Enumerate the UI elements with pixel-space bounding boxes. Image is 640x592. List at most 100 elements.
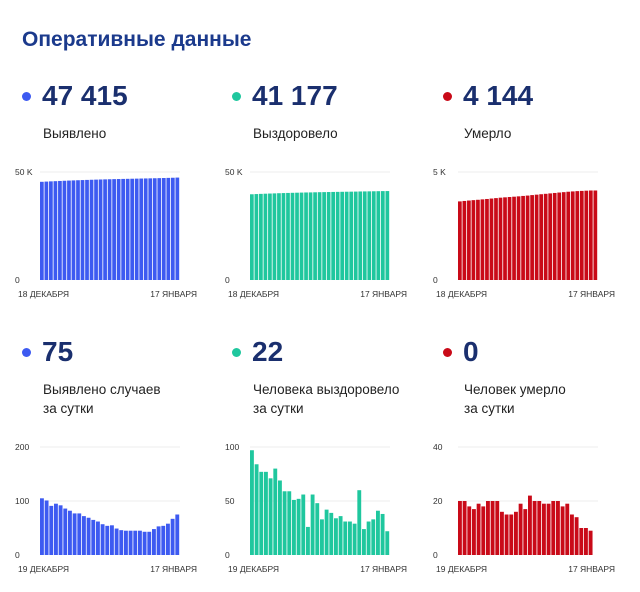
bar: [89, 179, 94, 280]
bar: [340, 191, 345, 280]
bar-chart-5: 0 50 100 19 ДЕКАБРЯ 17 ЯНВАРЯ: [225, 442, 407, 574]
bar: [250, 450, 254, 555]
bar: [94, 179, 98, 280]
bar: [485, 198, 489, 280]
bar: [509, 514, 514, 555]
bar: [138, 530, 142, 555]
bar: [348, 521, 352, 555]
bar: [268, 478, 273, 555]
bar: [371, 191, 376, 280]
bar: [353, 191, 358, 280]
bar: [561, 192, 566, 280]
bar: [44, 181, 49, 280]
bar: [458, 201, 462, 280]
bar: [116, 179, 121, 280]
bar: [525, 195, 530, 280]
bar-chart-2: 0 50 K 18 ДЕКАБРЯ 17 ЯНВАРЯ: [225, 167, 407, 299]
bar: [362, 529, 366, 555]
bar: [556, 501, 560, 555]
y-tick-label: 0: [433, 550, 438, 560]
bar: [349, 191, 354, 280]
bar: [40, 498, 44, 555]
y-tick-label: 50 K: [15, 167, 33, 177]
y-tick-label: 5 K: [433, 167, 446, 177]
x-end-label: 17 ЯНВАРЯ: [360, 564, 407, 574]
bar: [296, 498, 301, 555]
bar: [121, 178, 126, 280]
y-tick-label: 50: [225, 496, 235, 506]
y-tick-label: 0: [433, 275, 438, 285]
bar: [358, 191, 363, 280]
bar: [579, 190, 584, 280]
stat-value: 0: [463, 336, 479, 367]
stat-value: 75: [42, 336, 74, 367]
bar: [322, 192, 326, 280]
bar: [534, 194, 539, 280]
bar: [166, 523, 170, 555]
bar: [286, 192, 290, 280]
bar: [125, 178, 130, 280]
bar: [495, 501, 500, 555]
bar: [308, 192, 313, 280]
bar: [254, 464, 259, 555]
y-tick-label: 20: [433, 496, 443, 506]
bar: [277, 193, 281, 280]
bar-chart-1: 0 50 K 18 ДЕКАБРЯ 17 ЯНВАРЯ: [15, 167, 197, 299]
bar: [458, 501, 462, 555]
bar: [310, 494, 315, 555]
bar: [96, 521, 100, 555]
bullet-dot-icon: [22, 92, 31, 101]
bar: [481, 506, 486, 555]
bullet-dot-icon: [443, 92, 452, 101]
bar: [518, 503, 523, 555]
bar: [467, 506, 472, 555]
bar: [543, 193, 548, 280]
bar: [376, 191, 381, 280]
bar: [76, 180, 80, 280]
stat-label: Человека выздоровело: [253, 382, 400, 397]
bar: [523, 509, 528, 555]
bar: [521, 195, 525, 280]
bar: [376, 510, 380, 555]
bar: [58, 180, 62, 280]
bar: [489, 198, 494, 280]
bar: [574, 517, 579, 555]
bar: [385, 531, 390, 555]
bar: [575, 191, 580, 280]
x-end-label: 17 ЯНВАРЯ: [568, 289, 615, 299]
bar: [49, 505, 54, 555]
bar: [476, 503, 481, 555]
bar: [152, 178, 157, 280]
bar: [588, 530, 593, 555]
bar: [380, 513, 385, 555]
bar: [107, 179, 112, 280]
bar: [546, 503, 551, 555]
bar: [259, 193, 263, 280]
y-tick-label: 200: [15, 442, 29, 452]
stat-label: Выздоровело: [253, 126, 338, 141]
bar: [142, 531, 147, 555]
page-title: Оперативные данные: [22, 28, 252, 51]
bar: [542, 503, 546, 555]
y-tick-label: 50 K: [225, 167, 243, 177]
bar: [494, 198, 498, 280]
bar: [579, 528, 584, 555]
stat-label-line2: за сутки: [253, 401, 304, 416]
bar: [462, 501, 467, 555]
bar: [53, 181, 58, 280]
bar: [292, 499, 296, 555]
bar: [512, 196, 516, 280]
bar: [486, 501, 490, 555]
bar: [250, 194, 254, 280]
bar: [385, 191, 390, 280]
bar: [532, 501, 537, 555]
bar: [170, 518, 175, 555]
bar-chart-3: 0 5 K 18 ДЕКАБРЯ 17 ЯНВАРЯ: [433, 167, 615, 299]
bar: [139, 178, 144, 280]
bar: [175, 177, 180, 280]
bar: [528, 495, 532, 555]
bar: [539, 194, 544, 280]
bullet-dot-icon: [232, 348, 241, 357]
y-tick-label: 40: [433, 442, 443, 452]
bar: [273, 468, 278, 555]
